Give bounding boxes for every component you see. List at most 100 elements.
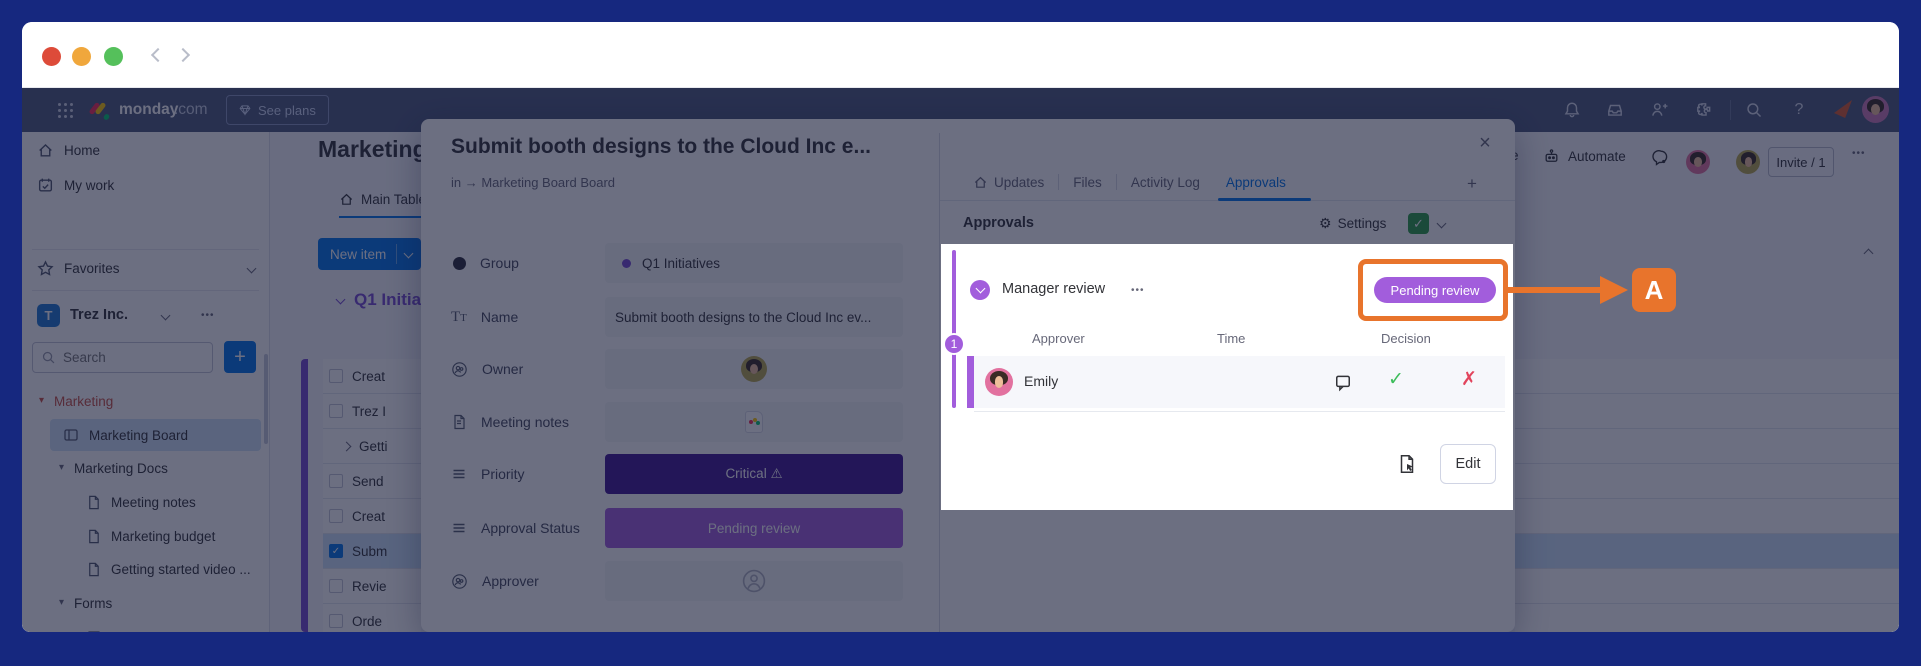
tab-updates[interactable]: Updates — [994, 174, 1045, 190]
field-row-approver: Approver — [451, 561, 539, 601]
sidebar-item-marketing-board[interactable]: Marketing Board — [63, 423, 188, 447]
add-tab-button[interactable]: + — [1467, 174, 1477, 193]
row-checkbox[interactable] — [329, 474, 343, 488]
step-name: Manager review — [1002, 281, 1106, 297]
sidebar-divider — [32, 290, 259, 291]
people-icon — [452, 573, 467, 589]
new-item-button[interactable]: New item — [318, 238, 421, 270]
sidebar-item-home[interactable]: Home — [37, 138, 100, 162]
invite-button[interactable]: Invite / 1 — [1768, 147, 1834, 177]
inbox-tray-icon[interactable] — [1600, 95, 1630, 125]
table-row[interactable]: Creat — [323, 499, 421, 534]
table-row[interactable]: Getti — [323, 429, 421, 464]
table-row-selected[interactable]: ✓ Subm — [323, 534, 421, 569]
decline-icon[interactable]: ✗ — [1461, 369, 1477, 390]
table-row[interactable]: Trez I — [323, 394, 421, 429]
collapse-chevron-icon[interactable] — [1863, 248, 1874, 259]
step-menu-icon[interactable]: ••• — [1131, 285, 1145, 296]
approver-row[interactable]: Emily ✓ ✗ — [967, 356, 1505, 408]
sidebar-scrollbar[interactable] — [264, 354, 268, 444]
add-board-button[interactable]: + — [224, 341, 256, 373]
step-collapse-button[interactable] — [970, 280, 990, 300]
approve-icon[interactable]: ✓ — [1388, 369, 1404, 390]
row-checkbox[interactable] — [329, 614, 343, 628]
sidebar-item-my-work[interactable]: My work — [37, 173, 114, 197]
people-icon — [452, 361, 467, 377]
row-checkbox-checked[interactable]: ✓ — [329, 544, 343, 558]
table-row[interactable]: Send — [323, 464, 421, 499]
search-icon[interactable] — [1739, 95, 1769, 125]
close-icon[interactable]: × — [1479, 131, 1491, 154]
monday-logo-icon[interactable] — [88, 101, 111, 121]
priority-value[interactable]: Critical ⚠ — [605, 454, 903, 494]
tab-main-table[interactable]: Main Table — [339, 192, 426, 207]
owner-value[interactable] — [605, 349, 903, 389]
status-icon — [453, 523, 465, 533]
tab-files[interactable]: Files — [1073, 174, 1102, 190]
chevron-down-icon — [403, 248, 414, 259]
sidebar-folder-marketing[interactable]: ▾ Marketing — [39, 393, 114, 409]
table-row[interactable]: Creat — [323, 359, 421, 394]
group-title[interactable]: Q1 Initiatives — [354, 290, 421, 309]
sidebar-folder-marketing-docs[interactable]: ▾ Marketing Docs — [59, 460, 168, 476]
status-badge[interactable]: Pending review — [1374, 277, 1496, 303]
triangle-down-icon: ▾ — [59, 597, 65, 608]
apps-marketplace-icon[interactable] — [1689, 95, 1719, 125]
row-checkbox[interactable] — [329, 579, 343, 593]
user-avatar[interactable] — [1862, 96, 1889, 123]
edit-button[interactable]: Edit — [1440, 444, 1496, 484]
row-checkbox[interactable] — [329, 404, 343, 418]
notifications-bell-icon[interactable] — [1557, 95, 1587, 125]
sidebar-workspace-trez[interactable]: T Trez Inc. ••• — [37, 303, 263, 327]
sidebar-search[interactable] — [32, 342, 213, 373]
group-collapse-icon[interactable] — [335, 294, 346, 305]
tab-activity-log[interactable]: Activity Log — [1130, 174, 1200, 190]
traffic-close-button[interactable] — [42, 47, 61, 66]
breadcrumb[interactable]: in → Marketing Board Board — [451, 175, 616, 190]
star-icon — [37, 259, 54, 276]
approval-status-value[interactable]: Pending review — [605, 508, 903, 548]
automate-button[interactable]: Automate — [1543, 148, 1626, 165]
row-checkbox[interactable] — [329, 509, 343, 523]
board-menu-icon[interactable]: ••• — [1852, 148, 1866, 159]
column-approver: Approver — [1032, 331, 1085, 346]
sidebar-item-favorites[interactable]: Favorites — [37, 256, 257, 280]
workspace-menu-icon[interactable]: ••• — [201, 309, 215, 321]
sidebar-divider — [32, 249, 259, 250]
chat-bubble-icon[interactable] — [1652, 148, 1670, 166]
help-icon[interactable]: ? — [1794, 101, 1804, 118]
search-input[interactable] — [63, 350, 183, 365]
approver-value[interactable] — [605, 561, 903, 601]
back-icon[interactable] — [150, 47, 166, 63]
name-value[interactable]: Submit booth designs to the Cloud Inc ev… — [605, 297, 903, 337]
forward-icon[interactable] — [175, 47, 191, 63]
approvals-tab-underline — [1218, 198, 1311, 201]
sidebar-item-getting-started-video[interactable]: Getting started video ... — [86, 557, 251, 581]
sidebar-folder-forms[interactable]: ▾ Forms — [59, 595, 113, 611]
expand-chevron-icon[interactable] — [341, 441, 352, 451]
approval-check-icon[interactable]: ✓ — [1408, 213, 1429, 234]
traffic-minimize-button[interactable] — [72, 47, 91, 66]
table-row[interactable]: Revie — [323, 569, 421, 604]
sidebar-item-meeting-notes[interactable]: Meeting notes — [86, 490, 196, 514]
invite-members-icon[interactable] — [1644, 95, 1674, 125]
comment-icon[interactable] — [1333, 372, 1353, 392]
chevron-down-icon[interactable] — [1436, 218, 1447, 229]
tab-approvals[interactable]: Approvals — [1225, 174, 1286, 190]
table-row[interactable]: Orde — [323, 604, 421, 632]
doc-icon — [454, 414, 465, 430]
sidebar-item-new-form[interactable]: New Form — [86, 625, 174, 632]
board-member-avatar[interactable] — [1736, 150, 1761, 174]
row-checkbox[interactable] — [329, 369, 343, 383]
board-member-avatar[interactable] — [1686, 150, 1710, 174]
traffic-zoom-button[interactable] — [104, 47, 123, 66]
column-time: Time — [1217, 331, 1246, 346]
active-tab-underline — [339, 216, 421, 218]
doc-cursor-icon[interactable] — [1396, 453, 1418, 475]
meeting-notes-value[interactable] — [605, 402, 903, 442]
sidebar-item-marketing-budget[interactable]: Marketing budget — [86, 524, 215, 548]
see-plans-button[interactable]: See plans — [226, 95, 329, 125]
apps-grid-icon[interactable] — [58, 103, 61, 106]
group-value[interactable]: Q1 Initiatives — [605, 243, 903, 283]
settings-button[interactable]: ⚙ Settings — [1319, 215, 1387, 231]
